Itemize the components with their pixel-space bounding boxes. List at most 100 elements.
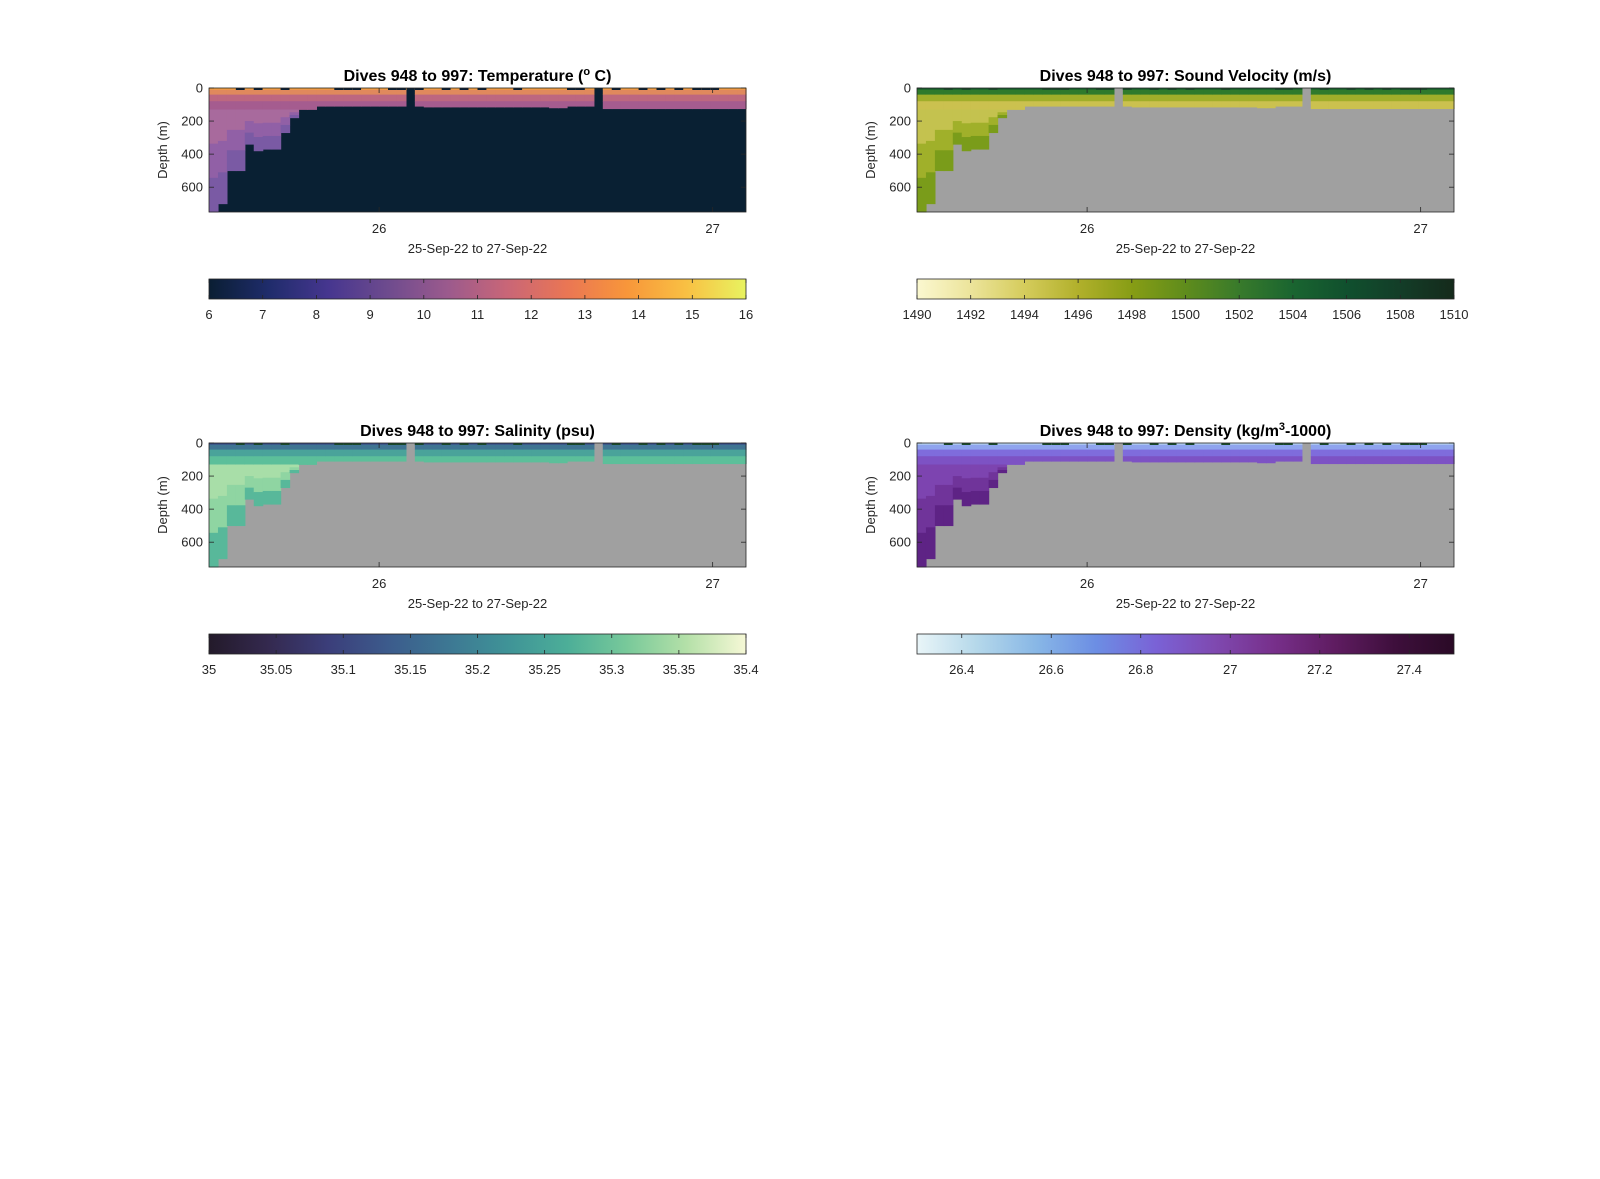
- data-cell: [459, 101, 470, 108]
- data-cell: [1069, 94, 1079, 102]
- data-cell: [952, 444, 963, 451]
- data-cell: [1212, 444, 1222, 451]
- data-cell: [1176, 94, 1187, 102]
- data-column: [1158, 443, 1169, 463]
- data-cell: [1060, 449, 1070, 457]
- data-column: [1337, 443, 1348, 465]
- data-cell: [226, 484, 237, 506]
- colorbar-tick-label: 35.15: [394, 662, 427, 677]
- data-cell: [970, 101, 981, 110]
- y-tick-label: 600: [889, 535, 911, 550]
- data-cell: [531, 443, 541, 446]
- data-column: [1104, 88, 1115, 107]
- data-cell: [952, 101, 963, 110]
- data-cell: [925, 101, 936, 110]
- data-cell: [1015, 88, 1025, 91]
- data-cell: [1069, 449, 1079, 457]
- data-cell: [244, 132, 255, 145]
- data-cell: [370, 444, 380, 451]
- data-cell: [1436, 444, 1446, 451]
- data-cell: [1310, 94, 1321, 102]
- data-column: [343, 443, 353, 462]
- data-cell: [1337, 444, 1348, 451]
- data-cell: [343, 444, 353, 451]
- data-cell: [1033, 443, 1043, 446]
- data-cell: [1176, 101, 1187, 108]
- data-cell: [1427, 101, 1437, 110]
- data-cell: [1239, 94, 1249, 102]
- data-cell: [1328, 449, 1339, 457]
- data-column: [1149, 88, 1160, 108]
- data-cell: [1266, 449, 1276, 457]
- data-cell: [683, 456, 693, 465]
- data-cell: [379, 443, 389, 446]
- data-cell: [665, 88, 675, 91]
- data-cell: [1436, 443, 1446, 446]
- data-cell: [531, 101, 541, 108]
- data-column: [271, 443, 282, 505]
- data-cell: [316, 88, 326, 91]
- data-cell: [289, 89, 300, 96]
- data-cell: [513, 101, 523, 108]
- data-cell: [710, 101, 720, 110]
- data-cell: [1140, 88, 1151, 91]
- axes-frame: [208, 87, 747, 213]
- data-column: [414, 88, 425, 107]
- y-tick-label: 600: [889, 180, 911, 195]
- data-column: [970, 443, 981, 505]
- data-cell: [611, 89, 622, 96]
- data-cell: [495, 89, 505, 96]
- data-cell: [253, 123, 264, 138]
- data-column: [1364, 443, 1375, 465]
- surface-cell: [1104, 443, 1114, 445]
- data-cell: [620, 456, 631, 465]
- data-cell: [244, 101, 255, 110]
- data-cell: [638, 449, 649, 457]
- data-column: [710, 443, 720, 465]
- data-cell: [298, 101, 309, 110]
- data-cell: [602, 88, 613, 91]
- data-cell: [558, 443, 568, 446]
- data-cell: [1015, 456, 1025, 465]
- data-cell: [692, 449, 702, 457]
- y-tick-label: 0: [904, 81, 911, 96]
- data-cell: [262, 135, 273, 150]
- data-cell: [997, 101, 1008, 110]
- data-cell: [316, 89, 326, 96]
- data-cell: [1391, 456, 1401, 465]
- data-cell: [280, 449, 291, 457]
- data-cell: [917, 449, 927, 457]
- data-cell: [1140, 449, 1151, 457]
- data-cell: [1140, 94, 1151, 102]
- data-column: [1328, 443, 1339, 465]
- data-cell: [952, 476, 963, 489]
- data-cell: [271, 443, 282, 446]
- data-cell: [441, 101, 452, 108]
- colorbar-tick-label: 27.4: [1397, 662, 1422, 677]
- data-cell: [271, 109, 282, 124]
- data-column: [1257, 88, 1267, 109]
- colorbar-tick-label: 13: [578, 307, 592, 322]
- data-cell: [925, 109, 936, 142]
- data-column: [1140, 88, 1151, 108]
- data-cell: [495, 456, 505, 463]
- data-column: [1319, 88, 1330, 110]
- y-tick-label: 200: [181, 114, 203, 129]
- data-column: [361, 443, 371, 462]
- data-cell: [1400, 89, 1410, 96]
- data-cell: [665, 456, 675, 465]
- data-cell: [513, 456, 523, 463]
- data-column: [450, 88, 461, 108]
- data-cell: [970, 456, 981, 465]
- data-column: [1087, 443, 1097, 462]
- data-cell: [567, 89, 577, 96]
- data-cell: [1096, 456, 1106, 462]
- data-cell: [710, 456, 720, 465]
- data-cell: [343, 456, 353, 462]
- data-column: [280, 443, 291, 489]
- data-cell: [459, 94, 470, 102]
- data-cell: [1310, 449, 1321, 457]
- data-column: [1364, 88, 1375, 110]
- data-cell: [1373, 456, 1383, 465]
- data-cell: [558, 101, 568, 109]
